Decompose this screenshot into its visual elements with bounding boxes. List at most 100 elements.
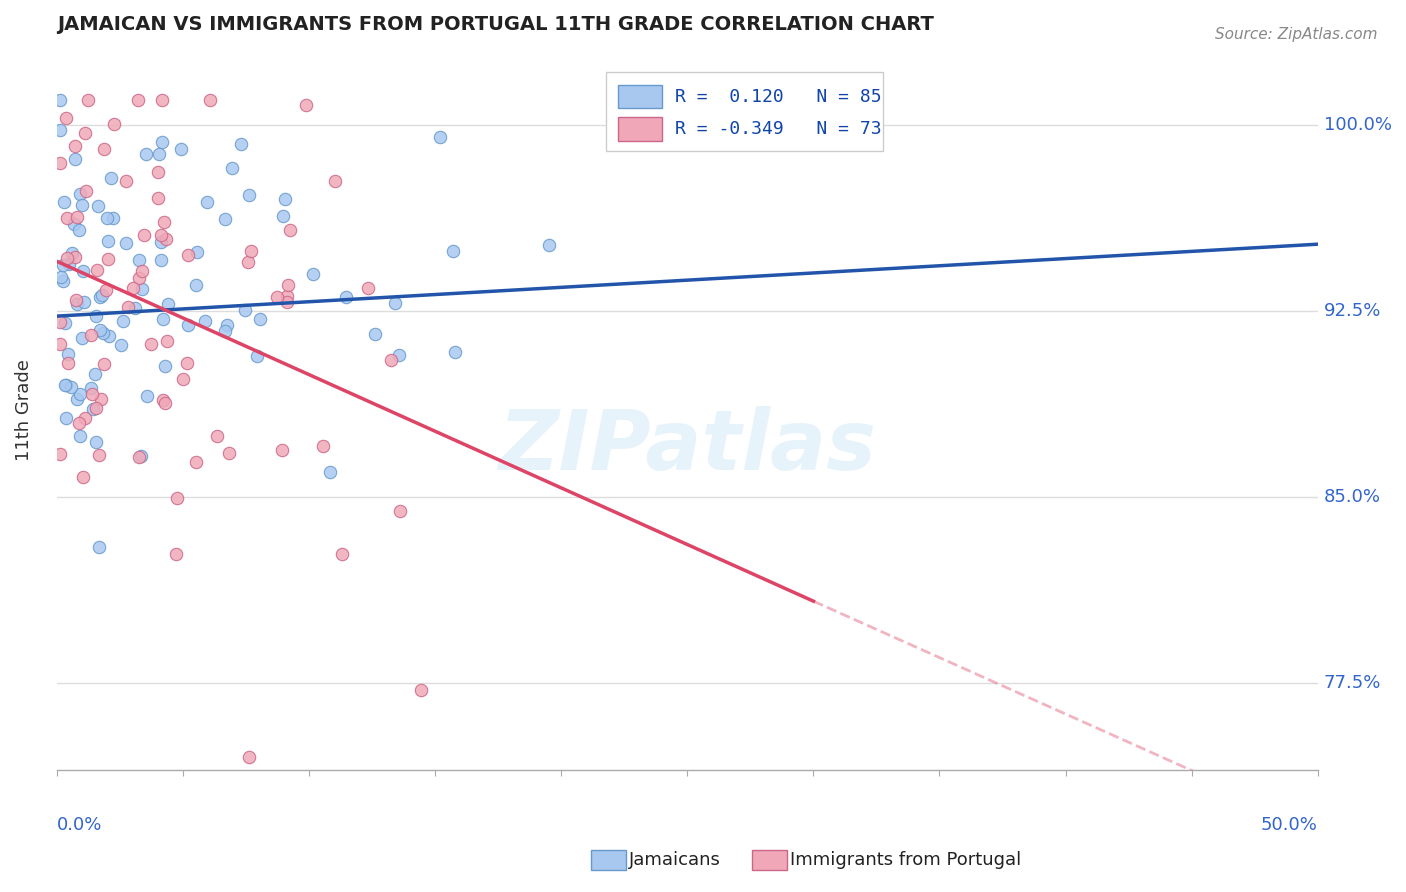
Point [443, 244, 465, 259]
Point [87, 199, 110, 213]
Point [155, 396, 177, 410]
Point [63, 138, 86, 153]
Point [73, 295, 96, 310]
Point [83, 367, 105, 381]
Point [429, 130, 451, 145]
Point [49, 123, 72, 137]
Point [271, 210, 294, 224]
Point [221, 161, 243, 176]
Text: R =  0.120   N = 85: R = 0.120 N = 85 [675, 87, 882, 106]
Point [233, 302, 256, 317]
Text: Source: ZipAtlas.com: Source: ZipAtlas.com [1215, 27, 1378, 42]
Point [131, 264, 153, 278]
Text: 77.5%: 77.5% [1324, 674, 1381, 692]
Point [87, 540, 110, 554]
Point [73, 126, 96, 140]
Point [330, 548, 353, 562]
Point [96, 211, 118, 225]
Point [149, 235, 172, 249]
Point [91, 288, 114, 302]
Point [97, 234, 120, 248]
FancyBboxPatch shape [606, 72, 883, 152]
Point [195, 195, 218, 210]
Point [114, 174, 136, 188]
Point [176, 356, 198, 370]
Y-axis label: 11th Grade: 11th Grade [15, 359, 32, 461]
Point [96, 283, 118, 297]
Text: R = -0.349   N = 73: R = -0.349 N = 73 [675, 120, 882, 138]
Point [277, 277, 299, 292]
Point [55, 411, 77, 425]
Point [91, 326, 114, 340]
Point [128, 271, 150, 285]
Point [97, 252, 120, 266]
Point [63, 217, 86, 231]
Point [53, 316, 76, 330]
Point [55, 111, 77, 125]
Point [77, 94, 100, 108]
Point [58, 257, 80, 271]
Point [246, 349, 269, 363]
Point [69, 429, 91, 443]
Point [136, 389, 159, 403]
Point [86, 309, 108, 323]
Point [177, 318, 200, 333]
Point [86, 435, 108, 450]
Point [169, 142, 191, 156]
Point [184, 455, 207, 469]
Point [79, 328, 101, 343]
Point [72, 264, 94, 278]
Point [82, 387, 104, 401]
Point [249, 311, 271, 326]
Point [49, 447, 72, 461]
Point [270, 442, 292, 457]
Point [69, 387, 91, 401]
Point [148, 165, 170, 179]
Point [93, 357, 115, 371]
Point [215, 318, 238, 333]
Point [80, 381, 103, 395]
Point [177, 248, 200, 262]
Point [411, 682, 433, 697]
Point [56, 211, 79, 225]
Point [166, 491, 188, 506]
Point [49, 94, 72, 108]
Text: 92.5%: 92.5% [1324, 302, 1381, 320]
Point [323, 174, 346, 188]
Point [52, 274, 75, 288]
Point [69, 186, 91, 201]
Point [229, 137, 252, 152]
Text: Jamaicans: Jamaicans [628, 851, 720, 869]
Point [198, 94, 221, 108]
Point [72, 198, 94, 212]
Text: 85.0%: 85.0% [1324, 488, 1381, 506]
Point [89, 289, 111, 303]
Point [218, 446, 240, 460]
Point [89, 323, 111, 337]
Point [128, 253, 150, 268]
Point [56, 356, 79, 370]
Point [152, 214, 174, 228]
Point [75, 185, 97, 199]
Point [205, 428, 228, 442]
Point [135, 147, 157, 161]
Point [238, 187, 260, 202]
Point [124, 301, 146, 315]
Text: ZIPatlas: ZIPatlas [499, 406, 876, 487]
Point [157, 297, 180, 311]
Point [60, 380, 83, 394]
Point [537, 237, 560, 252]
Point [60, 245, 83, 260]
Point [384, 296, 406, 310]
Point [51, 270, 73, 285]
Point [65, 297, 87, 311]
Point [214, 325, 236, 339]
Point [75, 411, 97, 425]
Point [155, 232, 177, 246]
Point [101, 211, 124, 225]
Point [65, 293, 87, 308]
Point [141, 336, 163, 351]
Point [127, 94, 149, 108]
Point [63, 250, 86, 264]
Point [49, 315, 72, 329]
